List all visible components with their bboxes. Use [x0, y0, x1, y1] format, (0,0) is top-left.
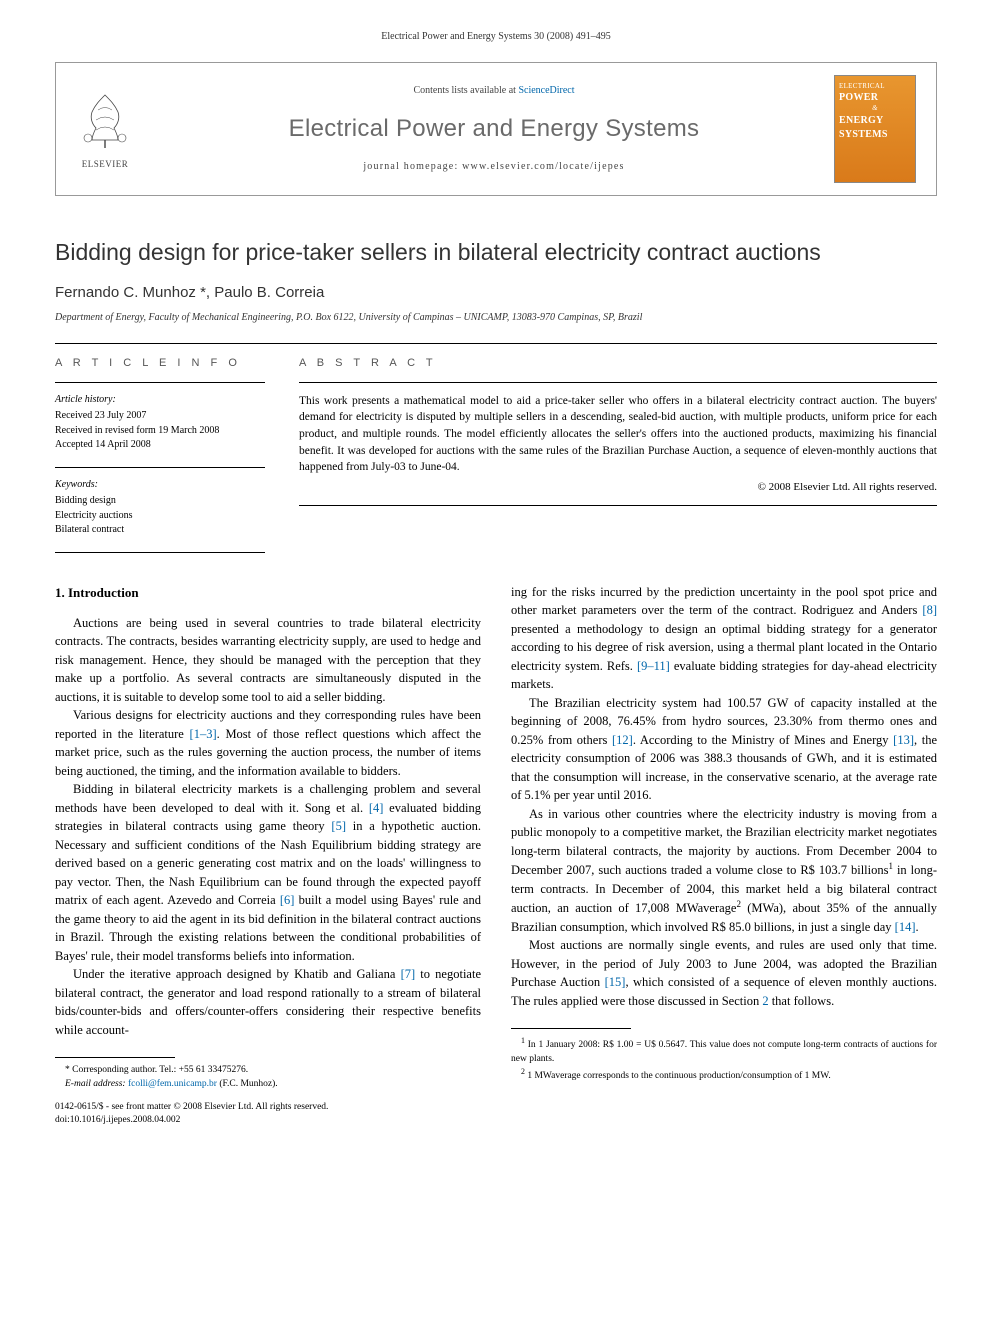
keyword: Electricity auctions: [55, 509, 265, 524]
paragraph: Various designs for electricity auctions…: [55, 706, 481, 780]
divider: [299, 505, 937, 506]
section-heading: 1. Introduction: [55, 583, 481, 602]
reference-link[interactable]: [6]: [280, 893, 295, 907]
contents-prefix: Contents lists available at: [413, 85, 518, 96]
text-run: that follows.: [769, 994, 835, 1008]
article-history-block: Article history: Received 23 July 2007 R…: [55, 393, 265, 453]
reference-link[interactable]: [4]: [369, 801, 384, 815]
publisher-logo-block: ELSEVIER: [70, 90, 154, 168]
corresponding-author-footnote: * Corresponding author. Tel.: +55 61 334…: [55, 1064, 481, 1091]
paragraph: The Brazilian electricity system had 100…: [511, 694, 937, 805]
footnote-2: 2 1 MWaverage corresponds to the continu…: [511, 1066, 937, 1083]
divider: [299, 382, 937, 383]
journal-title: Electrical Power and Energy Systems: [154, 112, 834, 146]
footnote-separator: [511, 1028, 631, 1029]
keywords-heading: Keywords:: [55, 478, 265, 493]
cover-text-amp: &: [839, 104, 911, 112]
divider: [55, 343, 937, 344]
email-suffix: (F.C. Munhoz).: [219, 1079, 277, 1089]
cover-text-2: POWER: [839, 92, 911, 104]
masthead: ELSEVIER Contents lists available at Sci…: [55, 62, 937, 196]
page: Electrical Power and Energy Systems 30 (…: [0, 0, 992, 1157]
reference-link[interactable]: [13]: [893, 733, 914, 747]
affiliation: Department of Energy, Faculty of Mechani…: [55, 311, 937, 325]
text-run: ing for the risks incurred by the predic…: [511, 585, 937, 618]
paragraph: As in various other countries where the …: [511, 805, 937, 937]
paragraph: Bidding in bilateral electricity markets…: [55, 780, 481, 965]
cover-text-3: ENERGY: [839, 115, 911, 127]
front-matter-line: 0142-0615/$ - see front matter © 2008 El…: [55, 1101, 481, 1114]
authors: Fernando C. Munhoz *, Paulo B. Correia: [55, 282, 937, 303]
paragraph: Auctions are being used in several count…: [55, 614, 481, 707]
abstract-text: This work presents a mathematical model …: [299, 393, 937, 476]
publisher-name: ELSEVIER: [70, 158, 140, 171]
reference-link[interactable]: [7]: [401, 967, 416, 981]
received-date: Received 23 July 2007: [55, 409, 265, 424]
email-line: E-mail address: fcolli@fem.unicamp.br (F…: [55, 1078, 481, 1091]
footnote-1: 1 In 1 January 2008: R$ 1.00 = U$ 0.5647…: [511, 1035, 937, 1066]
footnote-text: In 1 January 2008: R$ 1.00 = U$ 0.5647. …: [511, 1041, 937, 1064]
cover-text-1: ELECTRICAL: [839, 82, 911, 90]
paragraph: ing for the risks incurred by the predic…: [511, 583, 937, 694]
keywords-block: Keywords: Bidding design Electricity auc…: [55, 478, 265, 538]
corresponding-author: * Corresponding author. Tel.: +55 61 334…: [55, 1064, 481, 1077]
doi-line: doi:10.1016/j.ijepes.2008.04.002: [55, 1114, 481, 1127]
journal-homepage: journal homepage: www.elsevier.com/locat…: [154, 160, 834, 174]
elsevier-logo: ELSEVIER: [70, 90, 140, 168]
right-column: ing for the risks incurred by the predic…: [511, 583, 937, 1127]
article-info-column: A R T I C L E I N F O Article history: R…: [55, 356, 265, 552]
reference-link[interactable]: [15]: [605, 975, 626, 989]
reference-link[interactable]: [8]: [922, 603, 937, 617]
paragraph: Most auctions are normally single events…: [511, 936, 937, 1010]
sciencedirect-link[interactable]: ScienceDirect: [518, 85, 574, 96]
reference-link[interactable]: [14]: [895, 920, 916, 934]
divider: [55, 467, 265, 468]
copyright-line: © 2008 Elsevier Ltd. All rights reserved…: [299, 480, 937, 495]
article-info-heading: A R T I C L E I N F O: [55, 356, 265, 371]
text-run: . According to the Ministry of Mines and…: [633, 733, 893, 747]
elsevier-tree-icon: [70, 90, 140, 150]
divider: [55, 382, 265, 383]
text-run: As in various other countries where the …: [511, 807, 937, 878]
keyword: Bidding design: [55, 494, 265, 509]
footnotes-right: 1 In 1 January 2008: R$ 1.00 = U$ 0.5647…: [511, 1035, 937, 1083]
accepted-date: Accepted 14 April 2008: [55, 438, 265, 453]
cover-thumbnail-block: ELECTRICAL POWER & ENERGY SYSTEMS: [834, 75, 922, 183]
doi-block: 0142-0615/$ - see front matter © 2008 El…: [55, 1101, 481, 1127]
reference-link[interactable]: [9–11]: [637, 659, 670, 673]
reference-link[interactable]: [1–3]: [190, 727, 217, 741]
email-link[interactable]: fcolli@fem.unicamp.br: [126, 1079, 220, 1089]
email-label: E-mail address:: [65, 1079, 126, 1089]
revised-date: Received in revised form 19 March 2008: [55, 424, 265, 439]
masthead-center: Contents lists available at ScienceDirec…: [154, 84, 834, 174]
text-run: .: [915, 920, 918, 934]
footnote-text: 1 MWaverage corresponds to the continuou…: [527, 1071, 830, 1081]
keyword: Bilateral contract: [55, 523, 265, 538]
abstract-column: A B S T R A C T This work presents a mat…: [299, 356, 937, 552]
history-heading: Article history:: [55, 393, 265, 408]
running-header: Electrical Power and Energy Systems 30 (…: [55, 30, 937, 44]
journal-cover-thumbnail: ELECTRICAL POWER & ENERGY SYSTEMS: [834, 75, 916, 183]
text-run: Under the iterative approach designed by…: [73, 967, 401, 981]
reference-link[interactable]: [12]: [612, 733, 633, 747]
article-title: Bidding design for price-taker sellers i…: [55, 236, 937, 268]
cover-text-4: SYSTEMS: [839, 129, 911, 141]
contents-available-line: Contents lists available at ScienceDirec…: [154, 84, 834, 98]
footnote-number: 2: [521, 1067, 525, 1076]
left-column: 1. Introduction Auctions are being used …: [55, 583, 481, 1127]
info-abstract-row: A R T I C L E I N F O Article history: R…: [55, 356, 937, 552]
divider: [55, 552, 265, 553]
paragraph: Under the iterative approach designed by…: [55, 965, 481, 1039]
reference-link[interactable]: [5]: [331, 819, 346, 833]
body-columns: 1. Introduction Auctions are being used …: [55, 583, 937, 1127]
footnote-number: 1: [521, 1036, 525, 1045]
footnote-separator: [55, 1057, 175, 1058]
abstract-heading: A B S T R A C T: [299, 356, 937, 371]
